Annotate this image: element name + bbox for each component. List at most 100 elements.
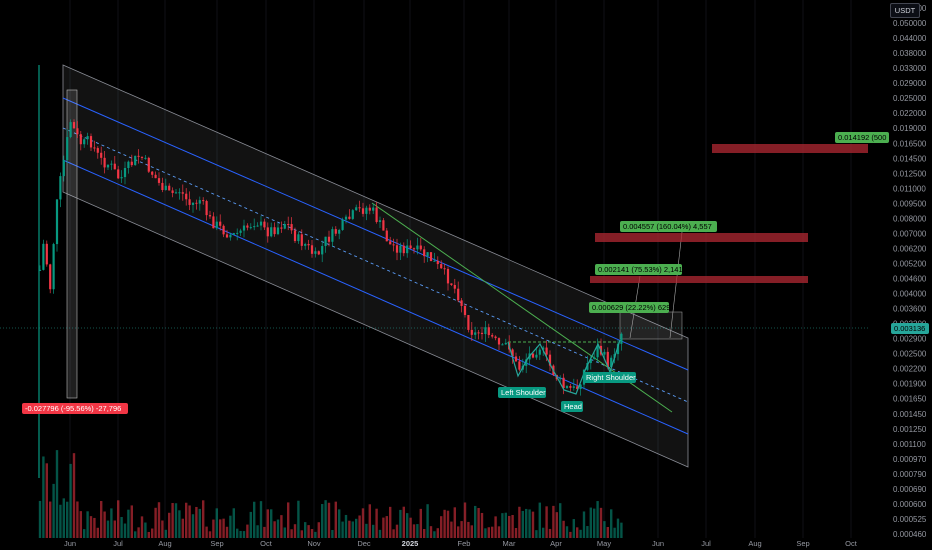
- volume-bar: [368, 504, 371, 538]
- volume-bar: [576, 527, 579, 538]
- candle-body: [518, 361, 521, 370]
- volume-bar: [382, 517, 385, 538]
- volume-bar: [168, 512, 171, 538]
- y-tick-label: 0.001250: [893, 425, 927, 434]
- candle-body: [443, 268, 446, 270]
- current-price-badge: 0.003136: [891, 323, 929, 334]
- candle-body: [49, 264, 52, 290]
- y-tick-label: 0.004600: [893, 275, 927, 284]
- volume-bar: [317, 522, 320, 538]
- x-tick-label: May: [597, 539, 611, 548]
- time-axis[interactable]: Jun Jul Aug Sep Oct Nov Dec 2025 Feb Mar Apr May Jun…: [64, 539, 858, 548]
- volume-bar: [72, 453, 76, 538]
- volume-bar: [307, 525, 310, 538]
- candle-body: [450, 283, 453, 285]
- volume-bar: [497, 526, 501, 538]
- x-tick-label: Aug: [748, 539, 761, 548]
- volume-bar: [266, 509, 269, 538]
- candle-body: [202, 200, 205, 202]
- candle-body: [514, 356, 518, 362]
- volume-bar: [572, 519, 575, 538]
- volume-bar: [79, 511, 82, 538]
- volume-bar: [613, 527, 616, 538]
- candle-body: [365, 207, 368, 214]
- target-label-4: 0.014192 (500: [835, 132, 889, 143]
- candle-body: [72, 122, 76, 129]
- volume-bar: [242, 531, 246, 538]
- target-zone-3: [712, 144, 868, 153]
- volume-bar: [467, 521, 470, 538]
- y-tick-label: 0.007000: [893, 229, 927, 238]
- volume-bar: [440, 516, 443, 538]
- candle-body: [147, 157, 150, 172]
- volume-bar: [334, 501, 337, 538]
- candle-body: [501, 344, 504, 346]
- candle-body: [242, 225, 246, 231]
- volume-bar: [191, 514, 195, 538]
- volume-bar: [253, 501, 256, 538]
- candle-body: [229, 234, 232, 238]
- target-label-2: 0.002141 (75.53%) 2,141: [595, 264, 683, 275]
- volume-bar: [225, 526, 229, 538]
- candle-body: [93, 147, 96, 149]
- volume-bar: [59, 504, 62, 538]
- svg-text:Left Shoulder: Left Shoulder: [501, 388, 546, 397]
- volume-bar: [127, 509, 130, 538]
- candle-body: [307, 243, 310, 246]
- volume-bar: [270, 509, 273, 538]
- candle-body: [358, 207, 361, 209]
- descending-channel[interactable]: [62, 64, 689, 468]
- candle-body: [572, 386, 575, 388]
- candle-body: [576, 386, 579, 390]
- volume-bar: [324, 500, 327, 538]
- candle-body: [419, 245, 422, 250]
- y-tick-label: 0.001100: [893, 440, 926, 449]
- target-zone-2: [595, 233, 808, 242]
- candle-body: [385, 230, 388, 242]
- candle-body: [154, 174, 157, 179]
- candle-body: [42, 243, 45, 270]
- volume-bar: [66, 501, 69, 538]
- volume-bar: [355, 518, 358, 538]
- candle-body: [86, 136, 89, 140]
- svg-text:0.014192 (500: 0.014192 (500: [838, 133, 886, 142]
- candle-body: [375, 207, 378, 222]
- candle-body: [620, 333, 623, 344]
- candle-body: [198, 200, 201, 204]
- volume-bar: [511, 515, 514, 538]
- candle-body: [596, 345, 599, 358]
- candle-body: [569, 386, 572, 388]
- volume-bar: [287, 502, 290, 538]
- candle-body: [283, 224, 286, 229]
- volume-bar: [361, 508, 365, 538]
- svg-text:0.000629 (22.22%) 629: 0.000629 (22.22%) 629: [592, 303, 670, 312]
- volume-bar: [219, 519, 222, 538]
- volume-bar: [589, 507, 592, 538]
- volume-bar: [62, 498, 65, 538]
- candle-body: [52, 244, 55, 290]
- price-axis[interactable]: 0.0580000.0500000.0440000.0380000.033000…: [893, 4, 927, 539]
- candle-body: [137, 155, 140, 157]
- candle-body: [399, 245, 402, 253]
- candle-body: [470, 329, 473, 335]
- candle-body: [69, 122, 72, 138]
- volume-bar: [348, 520, 351, 538]
- currency-selector[interactable]: USDT: [890, 3, 920, 18]
- volume-bar: [283, 527, 286, 538]
- candle-body: [113, 163, 116, 170]
- volume-bar: [222, 518, 225, 538]
- volume-bar: [453, 507, 456, 538]
- volume-bar: [195, 506, 198, 538]
- candle-body: [616, 343, 620, 355]
- candle-body: [593, 357, 596, 359]
- candle-body: [195, 202, 198, 204]
- x-tick-label: Jul: [701, 539, 711, 548]
- candle-body: [460, 300, 463, 306]
- volume-bar: [130, 505, 133, 538]
- volume-bar: [423, 528, 426, 538]
- volume-bar: [45, 463, 48, 538]
- candle-body: [191, 202, 195, 205]
- y-tick-label: 0.001650: [893, 395, 927, 404]
- candle-body: [324, 236, 327, 247]
